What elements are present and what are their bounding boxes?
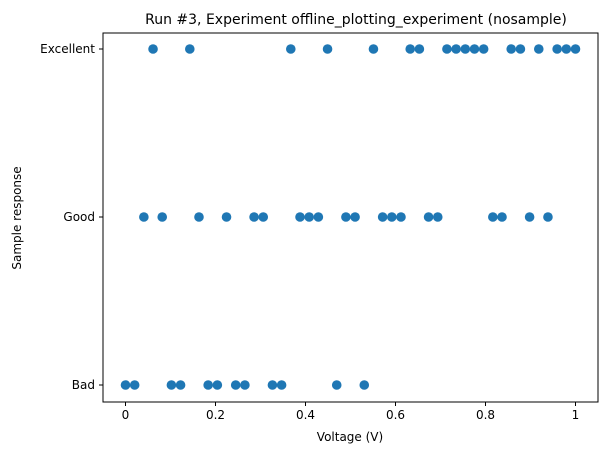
data-point — [203, 380, 213, 390]
data-point — [166, 380, 177, 390]
data-point — [533, 44, 544, 54]
y-axis-label: Sample response — [10, 166, 24, 269]
data-point — [506, 44, 516, 54]
y-tick-label: Bad — [72, 378, 95, 392]
data-point — [543, 212, 553, 222]
data-point — [359, 380, 370, 390]
y-axis-ticks: Bad Good Excellent — [40, 42, 103, 392]
data-point — [432, 212, 443, 222]
data-point — [396, 212, 406, 222]
data-points — [120, 44, 581, 390]
data-point — [221, 212, 232, 222]
data-point — [478, 44, 489, 54]
data-point — [377, 212, 388, 222]
x-tick-label: 0.8 — [476, 408, 495, 422]
data-point — [185, 44, 195, 54]
data-point — [350, 212, 360, 222]
data-point — [442, 44, 452, 54]
data-point — [230, 380, 241, 390]
data-point — [304, 212, 314, 222]
x-tick-label: 0.2 — [206, 408, 225, 422]
data-point — [139, 212, 149, 222]
data-point — [285, 44, 296, 54]
data-point — [276, 380, 287, 390]
data-point — [561, 44, 572, 54]
data-point — [120, 380, 131, 390]
data-point — [405, 44, 416, 54]
data-point — [240, 380, 250, 390]
data-point — [322, 44, 333, 54]
x-tick-label: 0.6 — [386, 408, 405, 422]
data-point — [129, 380, 140, 390]
data-point — [267, 380, 278, 390]
x-tick-label: 1 — [572, 408, 580, 422]
data-point — [524, 212, 535, 222]
data-point — [175, 380, 186, 390]
data-point — [451, 44, 461, 54]
data-point — [570, 44, 581, 54]
chart-title: Run #3, Experiment offline_plotting_expe… — [145, 12, 567, 28]
x-axis-label: Voltage (V) — [317, 430, 383, 444]
data-point — [423, 212, 434, 222]
x-axis-ticks: 0 0.2 0.4 0.6 0.8 1 — [122, 402, 580, 422]
data-point — [313, 212, 324, 222]
data-point — [414, 44, 425, 54]
y-tick-label: Good — [63, 210, 95, 224]
data-point — [331, 380, 342, 390]
data-point — [341, 212, 351, 222]
data-point — [515, 44, 526, 54]
data-point — [212, 380, 223, 390]
data-point — [157, 212, 168, 222]
data-point — [249, 212, 259, 222]
data-point — [258, 212, 269, 222]
data-point — [295, 212, 305, 222]
data-point — [488, 212, 498, 222]
data-point — [497, 212, 507, 222]
data-point — [460, 44, 471, 54]
data-point — [368, 44, 379, 54]
data-point — [387, 212, 397, 222]
data-point — [194, 212, 204, 222]
data-point — [469, 44, 480, 54]
x-tick-label: 0 — [122, 408, 130, 422]
x-tick-label: 0.4 — [296, 408, 315, 422]
data-point — [148, 44, 158, 54]
y-tick-label: Excellent — [40, 42, 95, 56]
data-point — [552, 44, 562, 54]
